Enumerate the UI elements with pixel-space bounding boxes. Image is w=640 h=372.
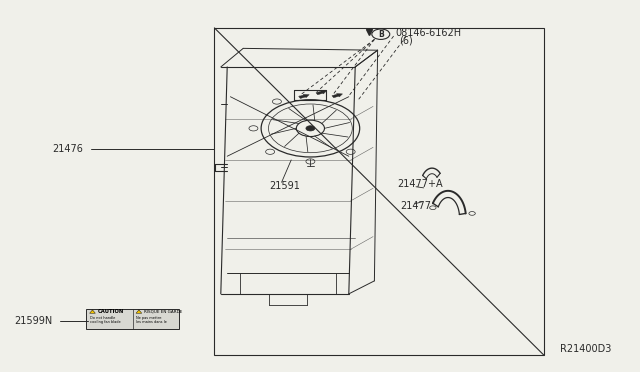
Text: cooling fan blade: cooling fan blade <box>90 320 120 324</box>
Text: 21476: 21476 <box>52 144 83 154</box>
Bar <box>86 309 179 329</box>
Circle shape <box>306 126 315 131</box>
Text: 21591: 21591 <box>269 181 300 191</box>
Text: (6): (6) <box>399 35 412 45</box>
Text: RISQUE EN GARDE: RISQUE EN GARDE <box>144 310 182 314</box>
Text: B: B <box>378 30 383 39</box>
Text: les mains dans le: les mains dans le <box>136 320 167 324</box>
Polygon shape <box>136 310 142 313</box>
FancyArrow shape <box>316 91 326 95</box>
Text: 21477: 21477 <box>400 201 431 211</box>
FancyArrow shape <box>299 94 309 99</box>
FancyArrow shape <box>332 94 342 98</box>
Text: 08146-6162H: 08146-6162H <box>395 29 461 38</box>
Polygon shape <box>90 310 95 313</box>
Text: 21477+A: 21477+A <box>397 179 442 189</box>
Text: CAUTION: CAUTION <box>97 309 124 314</box>
Text: Do not handle: Do not handle <box>90 316 115 320</box>
Text: R21400D3: R21400D3 <box>560 343 611 353</box>
Bar <box>214 28 544 355</box>
Text: Ne pas mettre: Ne pas mettre <box>136 316 161 320</box>
Text: 21599N: 21599N <box>14 316 52 326</box>
